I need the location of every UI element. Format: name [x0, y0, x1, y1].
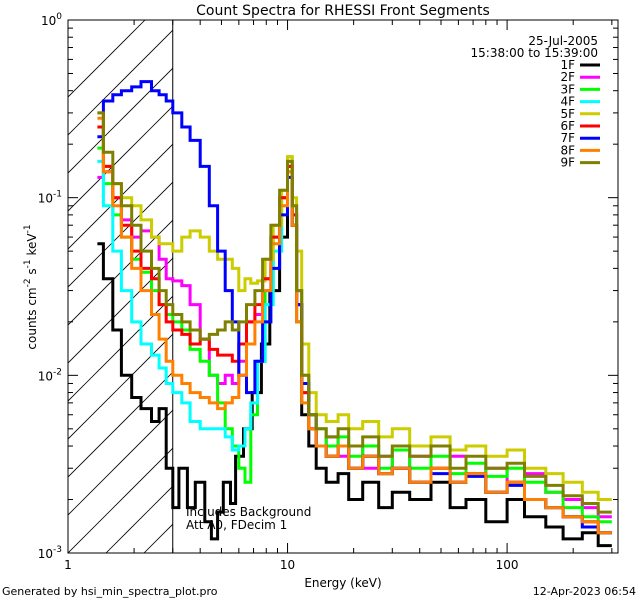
x-tick-label: 10: [280, 558, 295, 572]
footer-timestamp: 12-Apr-2023 06:54: [532, 585, 636, 598]
legend-time-range: 15:38:00 to 15:39:00: [471, 46, 598, 60]
hatch-line: [68, 257, 173, 364]
legend-label-5F: 5F: [560, 107, 575, 121]
x-axis-label: Energy (keV): [304, 576, 381, 590]
hatch-line: [68, 219, 173, 326]
legend-label-1F: 1F: [560, 58, 575, 72]
legend-label-8F: 8F: [560, 143, 575, 157]
y-tick-label: 100: [41, 12, 62, 28]
legend-label-9F: 9F: [560, 156, 575, 170]
hatch-line: [68, 105, 173, 212]
series-group: [97, 80, 612, 548]
y-tick-label: 10-2: [38, 367, 62, 383]
axis-ticks: 1 10 100 10-3 10-2 10-1 100: [38, 12, 618, 572]
hatch-line: [68, 371, 173, 478]
plot-frame: [67, 19, 619, 554]
series-1F-line: [97, 164, 612, 548]
hatch-line: [68, 67, 173, 174]
y-axis-label: counts cm-2 s-1 keV-1: [23, 224, 39, 349]
legend-label-4F: 4F: [560, 95, 575, 109]
y-tick-label: 10-3: [38, 545, 62, 561]
hatch-line: [68, 29, 173, 136]
chart-title: Count Spectra for RHESSI Front Segments: [196, 3, 490, 19]
series-9F-line: [97, 111, 612, 514]
annotation-attenuator: Att A0, FDecim 1: [186, 518, 287, 532]
legend-label-2F: 2F: [560, 70, 575, 84]
footer-generated-by: Generated by hsi_min_spectra_plot.pro: [2, 585, 218, 598]
hatch-line: [68, 409, 173, 516]
legend-label-6F: 6F: [560, 119, 575, 133]
legend-label-7F: 7F: [560, 131, 575, 145]
legend-date: 25-Jul-2005: [528, 34, 598, 48]
annotation-background: Includes Background: [186, 505, 311, 519]
legend-label-3F: 3F: [560, 82, 575, 96]
y-tick-label: 10-1: [38, 190, 62, 206]
hatch-line: [68, 447, 173, 553]
x-tick-label: 100: [496, 558, 519, 572]
x-tick-label: 1: [64, 558, 72, 572]
